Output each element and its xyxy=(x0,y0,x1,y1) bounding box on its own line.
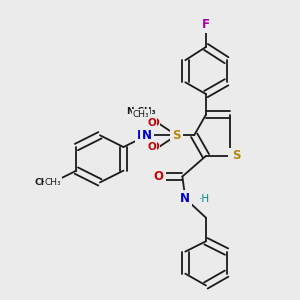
Text: N: N xyxy=(180,192,190,205)
Text: S: S xyxy=(232,149,241,162)
Text: O: O xyxy=(147,118,156,128)
Text: S: S xyxy=(230,149,238,162)
Text: N: N xyxy=(142,129,152,142)
Text: CH₃: CH₃ xyxy=(44,178,61,187)
Text: O: O xyxy=(147,142,156,152)
Text: F: F xyxy=(202,18,210,32)
Text: ·H: ·H xyxy=(199,194,210,204)
Text: CH₃: CH₃ xyxy=(133,110,149,119)
Text: N-CH₃: N-CH₃ xyxy=(126,107,156,116)
Text: S: S xyxy=(172,129,181,142)
Text: CH₃: CH₃ xyxy=(34,178,53,187)
Text: O: O xyxy=(150,142,159,152)
Text: S: S xyxy=(172,129,181,142)
Text: O: O xyxy=(154,170,164,183)
Text: O: O xyxy=(150,118,159,128)
Text: F: F xyxy=(202,18,210,32)
Text: N: N xyxy=(180,192,190,205)
Text: N: N xyxy=(137,129,147,142)
Text: O: O xyxy=(154,170,164,183)
